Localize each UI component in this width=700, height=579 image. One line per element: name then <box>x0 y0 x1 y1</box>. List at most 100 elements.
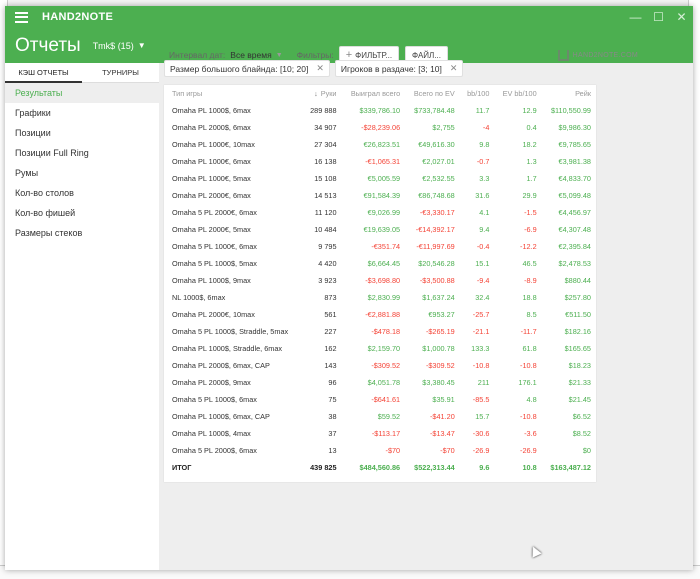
table-row[interactable]: Omaha 5 PL 1000€, 6max 9 795 -€351.74 -€11,… <box>164 238 596 255</box>
table-row[interactable]: Omaha PL 1000€, 10max 27 304 €26,823.51 €49… <box>164 136 596 153</box>
column-header[interactable]: Тип игры <box>164 85 303 102</box>
table-row[interactable]: Omaha 5 PL 2000€, 6max 11 120 €9,026.99 -€3… <box>164 204 596 221</box>
table-row[interactable]: Omaha PL 1000$, 9max 3 923 -$3,698.80 -$3,5… <box>164 272 596 289</box>
table-row[interactable]: Omaha PL 1000$, 4max 37 -$113.17 -$13.47 -30… <box>164 425 596 442</box>
table-row[interactable]: Omaha PL 1000$, 6max 289 888 $339,786.10 $7… <box>164 102 596 119</box>
table-cell: Omaha 5 PL 1000$, 6max <box>172 395 257 404</box>
table-cell: $1,637.24 <box>422 293 455 302</box>
date-range-select[interactable]: Все время ▼ <box>230 50 282 60</box>
table-cell: -21.1 <box>472 327 490 336</box>
table-cell: 561 <box>324 310 337 319</box>
table-cell: €3,981.38 <box>558 157 591 166</box>
column-header[interactable]: Выиграл всего <box>342 85 406 102</box>
table-cell: 38 <box>328 412 337 421</box>
table-row[interactable]: Omaha PL 1000€, 5max 15 108 €5,005.59 €2,53… <box>164 170 596 187</box>
table-cell: €86,748.68 <box>418 191 455 200</box>
close-icon[interactable]: ✕ <box>449 63 458 73</box>
date-range-label: Интервал дат: <box>169 50 226 60</box>
sidebar-item[interactable]: Результаты <box>5 83 159 103</box>
tab-tournaments[interactable]: ТУРНИРЫ <box>82 63 159 83</box>
table-cell: $0 <box>582 446 591 455</box>
minimize-icon[interactable]: — <box>629 10 642 24</box>
table-cell: -€351.74 <box>371 242 401 251</box>
sidebar: КЭШ ОТЧЕТЫ ТУРНИРЫ Результаты Графики Пози… <box>5 63 159 570</box>
sidebar-item[interactable]: Позиции <box>15 128 51 138</box>
table-row[interactable]: Omaha PL 2000€, 6max 14 513 €91,584.39 €86,… <box>164 187 596 204</box>
sidebar-item[interactable]: Позиции Full Ring <box>15 148 89 158</box>
table-cell: 289 888 <box>310 106 337 115</box>
table-cell: -8.9 <box>524 276 537 285</box>
table-cell: 211 <box>477 378 490 387</box>
table-cell: -€14,392.17 <box>415 225 455 234</box>
table-body: Omaha PL 1000$, 6max 289 888 $339,786.10 $7… <box>164 102 596 476</box>
table-cell: 133.3 <box>471 344 490 353</box>
table-cell: Omaha PL 1000€, 6max <box>172 157 251 166</box>
table-cell: $8.52 <box>572 429 591 438</box>
table-cell: 0.4 <box>526 123 537 132</box>
table-cell: $2,755 <box>432 123 455 132</box>
table-cell: -€2,881.88 <box>365 310 401 319</box>
sidebar-item[interactable]: Размеры стеков <box>15 228 83 238</box>
account-label: Tmk$ (15) <box>92 40 134 51</box>
column-header[interactable]: EV bb/100 <box>494 85 541 102</box>
table-cell: $182.16 <box>564 327 591 336</box>
table-row[interactable]: Omaha PL 2000€, 10max 561 -€2,881.88 €953.2… <box>164 306 596 323</box>
table-row[interactable]: Omaha PL 2000$, 6max, CAP 143 -$309.52 -$30… <box>164 357 596 374</box>
table-cell: €953.27 <box>428 310 455 319</box>
table-cell: 439 825 <box>310 463 337 472</box>
table-cell: 8.5 <box>526 310 537 319</box>
table-cell: €9,026.99 <box>367 208 401 217</box>
table-cell: 18.8 <box>522 293 537 302</box>
column-header[interactable]: Рейк <box>542 85 596 102</box>
table-cell: €2,027.01 <box>422 157 455 166</box>
table-row[interactable]: Omaha PL 2000$, 6max 34 907 -$28,239.06 $2,… <box>164 119 596 136</box>
sidebar-item[interactable]: Румы <box>15 168 39 178</box>
table-cell: $6,664.45 <box>367 259 401 268</box>
close-icon[interactable]: ✕ <box>676 10 687 24</box>
table-cell: 9.8 <box>479 140 490 149</box>
sidebar-item[interactable]: Кол-во столов <box>15 188 74 198</box>
table-cell: -€1,065.31 <box>365 157 401 166</box>
table-cell: 143 <box>324 361 337 370</box>
table-cell: -0.4 <box>476 242 490 251</box>
table-row[interactable]: Omaha 5 PL 1000$, 6max 75 -$641.61 $35.91 -8… <box>164 391 596 408</box>
app-name: HAND2NOTE <box>42 11 114 23</box>
table-row[interactable]: NL 1000$, 6max 873 $2,830.99 $1,637.24 32.4 1… <box>164 289 596 306</box>
account-selector[interactable]: Tmk$ (15) ▼ <box>93 41 146 51</box>
table-cell: Omaha 5 PL 1000€, 6max <box>172 242 257 251</box>
column-header[interactable]: bb/100 <box>460 85 495 102</box>
sidebar-nav: Результаты Графики Позиции Позиции Full Rin… <box>5 83 159 243</box>
table-cell: -$13.47 <box>430 429 455 438</box>
table-cell: Omaha 5 PL 1000$, Straddle, 5max <box>172 327 289 336</box>
table-row[interactable]: Omaha 5 PL 1000$, Straddle, 5max 227 -$478… <box>164 323 596 340</box>
table-cell: -$3,500.88 <box>419 276 455 285</box>
tab-cash-reports[interactable]: КЭШ ОТЧЕТЫ <box>5 63 82 83</box>
table-row[interactable]: Omaha PL 1000$, 6max, CAP 38 $59.52 -$41.20… <box>164 408 596 425</box>
page-title: Отчеты <box>15 34 81 56</box>
table-cell: 9.6 <box>479 463 490 472</box>
sidebar-item[interactable]: Графики <box>15 108 51 118</box>
table-cell: -10.8 <box>520 412 537 421</box>
column-header[interactable]: ↓ Руки <box>303 85 342 102</box>
table-cell: 9.4 <box>479 225 490 234</box>
table-cell: 29.9 <box>522 191 537 200</box>
table-row[interactable]: Omaha PL 2000€, 5max 10 484 €19,639.05 -€14… <box>164 221 596 238</box>
table-row[interactable]: Omaha 5 PL 1000$, 5max 4 420 $6,664.45 $20,… <box>164 255 596 272</box>
table-row[interactable]: Omaha PL 1000$, Straddle, 6max 162 $2,159.… <box>164 340 596 357</box>
table-row[interactable]: Omaha PL 2000$, 9max 96 $4,051.78 $3,380.45… <box>164 374 596 391</box>
table-cell: Omaha 5 PL 1000$, 5max <box>172 259 257 268</box>
table-cell: Omaha PL 1000€, 10max <box>172 140 255 149</box>
table-cell: -$28,239.06 <box>361 123 401 132</box>
menu-icon[interactable] <box>15 11 28 23</box>
close-icon[interactable]: ✕ <box>316 63 324 73</box>
table-cell: -$41.20 <box>430 412 455 421</box>
table-cell: 1.7 <box>526 174 537 183</box>
sidebar-item[interactable]: Кол-во фишей <box>15 208 76 218</box>
table-cell: Omaha PL 2000$, 9max <box>172 378 251 387</box>
maximize-icon[interactable]: ☐ <box>653 10 664 24</box>
column-header[interactable]: Всего по EV <box>405 85 460 102</box>
table-row[interactable]: Omaha PL 1000€, 6max 16 138 -€1,065.31 €2,0… <box>164 153 596 170</box>
column-header-label: Тип игры <box>172 89 203 98</box>
table-row[interactable]: Omaha 5 PL 2000$, 6max 13 -$70 -$70 -26.9 -26… <box>164 442 596 459</box>
table-cell: Omaha PL 2000€, 10max <box>172 310 255 319</box>
